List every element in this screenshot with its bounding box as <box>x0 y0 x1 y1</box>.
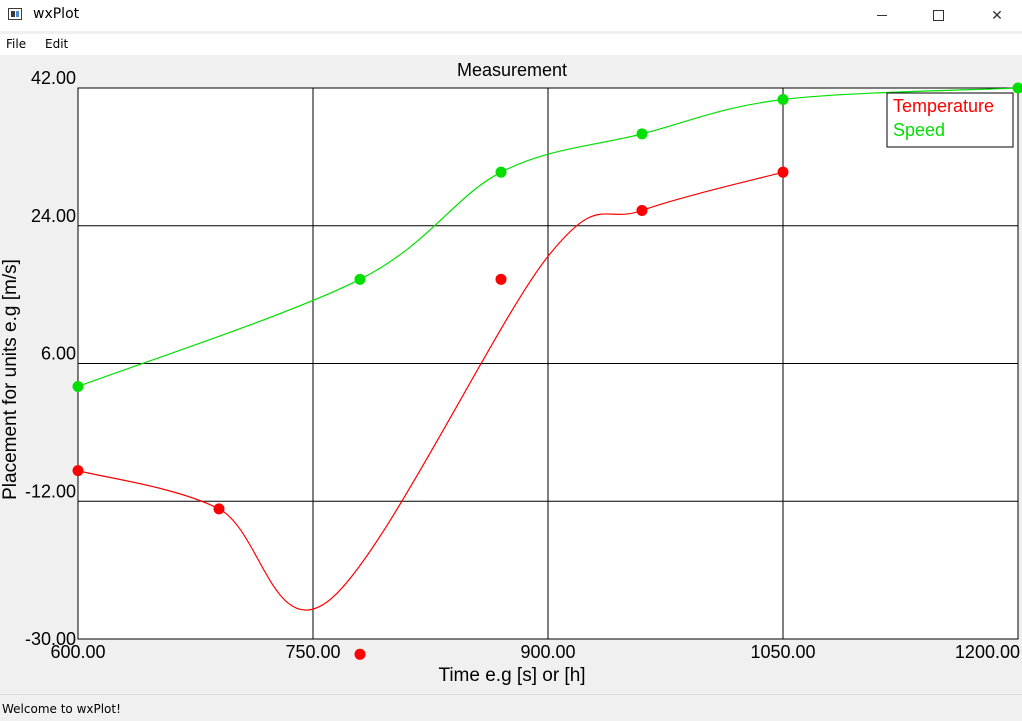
legend: Temperature Speed <box>887 93 1013 147</box>
minimize-button[interactable] <box>859 0 905 31</box>
x-tick-label: 750.00 <box>285 642 340 662</box>
legend-speed: Speed <box>893 120 945 140</box>
status-bar: Welcome to wxPlot! <box>0 694 1022 721</box>
legend-temperature: Temperature <box>893 96 994 116</box>
speed-point <box>355 274 366 285</box>
x-tick-label: 900.00 <box>520 642 575 662</box>
y-tick-label: 42.00 <box>31 68 76 88</box>
temperature-point <box>778 167 789 178</box>
menu-file[interactable]: File <box>6 37 26 51</box>
title-bar: wxPlot ✕ <box>0 0 1022 31</box>
status-text: Welcome to wxPlot! <box>2 702 121 716</box>
menu-edit[interactable]: Edit <box>45 37 68 51</box>
speed-point <box>637 128 648 139</box>
temperature-point <box>214 503 225 514</box>
maximize-button[interactable] <box>915 0 961 31</box>
speed-point <box>73 381 84 392</box>
maximize-icon <box>933 10 944 21</box>
app-icon <box>8 8 22 20</box>
temperature-point <box>637 205 648 216</box>
close-icon: ✕ <box>991 8 1003 24</box>
speed-point <box>778 94 789 105</box>
window-title: wxPlot <box>33 6 79 22</box>
temperature-point <box>73 465 84 476</box>
menu-bar: File Edit <box>0 34 1022 55</box>
close-button[interactable]: ✕ <box>974 0 1020 31</box>
y-tick-label: -12.00 <box>25 481 76 501</box>
y-tick-label: 24.00 <box>31 206 76 226</box>
speed-point <box>496 167 507 178</box>
x-tick-label: 1200.00 <box>955 642 1020 662</box>
minimize-icon <box>877 15 887 16</box>
x-axis-label: Time e.g [s] or [h] <box>438 665 585 686</box>
x-tick-label: 1050.00 <box>750 642 815 662</box>
y-tick-label: -30.00 <box>25 629 76 649</box>
chart-title: Measurement <box>457 60 567 80</box>
temperature-point <box>496 274 507 285</box>
y-axis-label: Placement for units e.g [m/s] <box>0 259 21 500</box>
temperature-point <box>355 649 366 660</box>
y-tick-label: 6.00 <box>41 344 76 364</box>
